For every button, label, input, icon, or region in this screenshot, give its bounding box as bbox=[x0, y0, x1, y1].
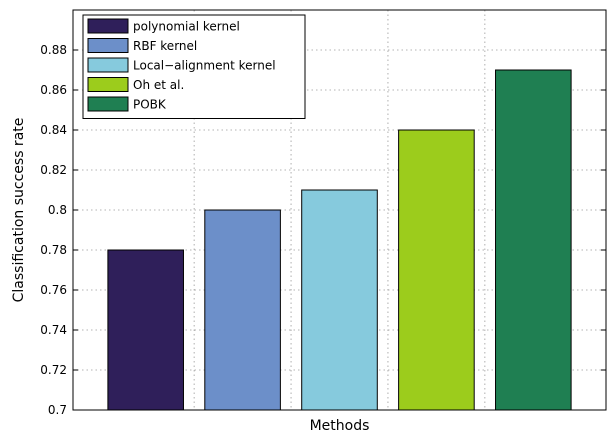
legend-label: POBK bbox=[133, 98, 167, 112]
legend-label: Oh et al. bbox=[133, 78, 184, 92]
y-tick-label: 0.88 bbox=[40, 43, 67, 57]
y-tick-label: 0.78 bbox=[40, 243, 67, 257]
y-tick-label: 0.86 bbox=[40, 83, 67, 97]
y-tick-label: 0.74 bbox=[40, 323, 67, 337]
legend-swatch bbox=[87, 77, 129, 92]
y-tick-label: 0.7 bbox=[48, 403, 67, 417]
legend: polynomial kernel RBF kernel Local−alignme… bbox=[82, 14, 306, 119]
y-axis: 0.7 0.72 0.74 0.76 0.78 0.8 0.82 0.84 0.86 0.88 bbox=[40, 43, 606, 417]
bar-3 bbox=[301, 189, 378, 411]
y-tick-label: 0.8 bbox=[48, 203, 67, 217]
bar-5 bbox=[495, 69, 572, 411]
legend-swatch bbox=[87, 18, 129, 34]
x-axis-label: Methods bbox=[310, 418, 370, 433]
bar-2 bbox=[204, 209, 281, 411]
legend-swatch bbox=[87, 38, 129, 53]
legend-swatch bbox=[87, 57, 129, 73]
y-tick-label: 0.84 bbox=[40, 123, 67, 137]
legend-swatch bbox=[87, 96, 129, 112]
y-tick-label: 0.76 bbox=[40, 283, 67, 297]
bars bbox=[107, 69, 572, 411]
y-axis-label: Classification success rate bbox=[11, 118, 27, 303]
y-tick-label: 0.82 bbox=[40, 163, 67, 177]
legend-label: RBF kernel bbox=[133, 39, 197, 53]
y-tick-label: 0.72 bbox=[40, 363, 67, 377]
legend-label: Local−alignment kernel bbox=[133, 59, 276, 73]
bar-1 bbox=[107, 249, 184, 411]
bar-4 bbox=[398, 129, 475, 411]
legend-label: polynomial kernel bbox=[133, 20, 240, 34]
